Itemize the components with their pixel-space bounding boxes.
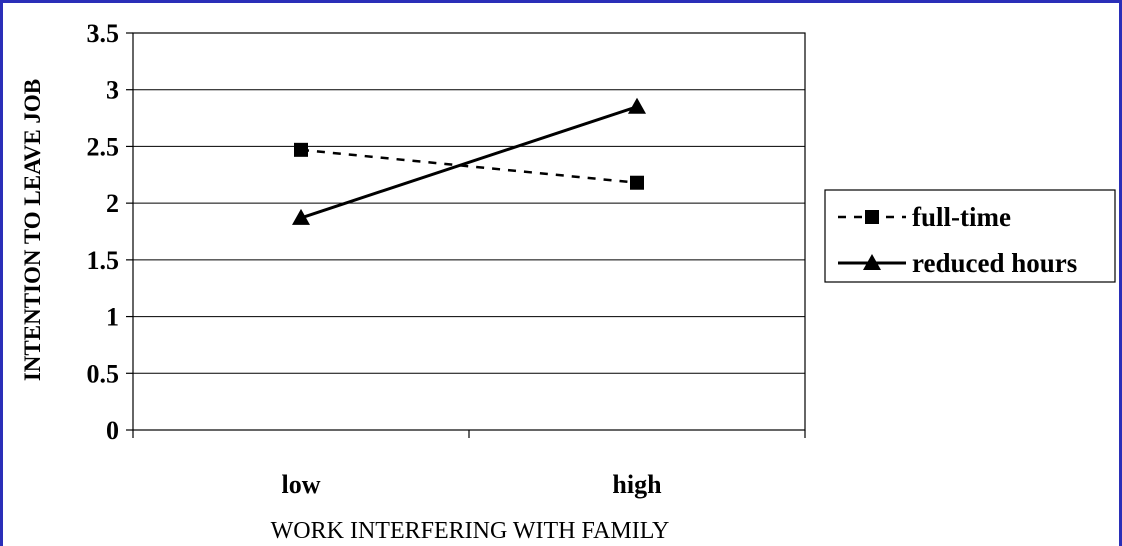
data-point (628, 97, 646, 114)
y-tick-label: 2 (106, 189, 119, 218)
legend-label: full-time (912, 202, 1011, 232)
y-axis-label: INTENTION TO LEAVE JOB (20, 79, 45, 381)
y-tick-label: 3 (106, 76, 119, 105)
x-tick-label: high (612, 470, 662, 499)
series-line (300, 105, 638, 220)
legend-swatch-marker (863, 254, 881, 270)
y-tick-label: 3.5 (87, 19, 120, 48)
x-tick-label: low (282, 470, 321, 499)
y-axis-ticks: 0 0.5 1 1.5 2 2.5 3 3.5 (87, 19, 133, 445)
grid-lines (133, 89, 805, 374)
y-tick-label: 0.5 (87, 359, 120, 388)
y-tick-label: 1.5 (87, 246, 120, 275)
series-reduced-hours (292, 97, 646, 225)
x-axis-label: WORK INTERFERING WITH FAMILY (271, 518, 670, 544)
x-axis-ticks: low high (132, 430, 806, 499)
plot-area (132, 32, 806, 431)
y-tick-label: 1 (106, 303, 119, 332)
y-tick-label: 0 (106, 416, 119, 445)
legend-swatch-marker (865, 210, 879, 224)
legend-item: full-time (838, 202, 1011, 232)
data-point (294, 142, 308, 157)
data-point (292, 208, 310, 225)
legend-item: reduced hours (838, 248, 1077, 278)
legend: full-time reduced hours (824, 189, 1116, 283)
legend-items: full-time reduced hours (838, 202, 1077, 278)
series-full-time (294, 142, 644, 190)
data-point (630, 175, 644, 190)
y-tick-label: 2.5 (87, 132, 120, 161)
series-group (292, 97, 646, 225)
series-line (300, 148, 638, 184)
legend-label: reduced hours (912, 248, 1077, 278)
